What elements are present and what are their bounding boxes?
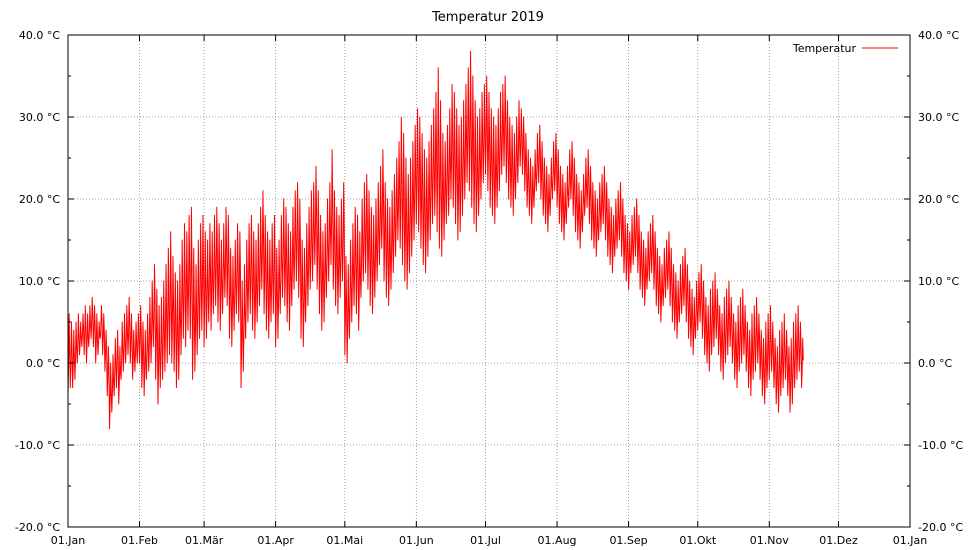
x-tick-label: 01.Jan (893, 534, 927, 547)
x-tick-label: 01.Apr (257, 534, 294, 547)
legend-label: Temperatur (792, 42, 857, 55)
x-tick-label: 01.Mai (326, 534, 363, 547)
chart-title: Temperatur 2019 (431, 10, 544, 25)
y-tick-label-left: 0.0 °C (26, 357, 60, 370)
x-tick-label: 01.Feb (121, 534, 158, 547)
y-tick-label-left: 40.0 °C (19, 29, 60, 42)
y-tick-label-left: -10.0 °C (15, 439, 60, 452)
x-tick-label: 01.Jan (51, 534, 85, 547)
y-tick-label-left: 10.0 °C (19, 275, 60, 288)
y-tick-label-left: 20.0 °C (19, 193, 60, 206)
y-tick-label-left: 30.0 °C (19, 111, 60, 124)
series-line-temperatur (67, 50, 804, 430)
x-tick-label: 01.Sep (609, 534, 647, 547)
y-tick-label-left: -20.0 °C (15, 521, 60, 534)
x-tick-label: 01.Dez (819, 534, 858, 547)
axis-ticks (67, 34, 911, 528)
legend: Temperatur (792, 42, 898, 55)
y-tick-label-right: 30.0 °C (918, 111, 959, 124)
x-tick-label: 01.Okt (679, 534, 717, 547)
y-tick-label-right: 20.0 °C (918, 193, 959, 206)
y-tick-label-right: 40.0 °C (918, 29, 959, 42)
axis-labels: -20.0 °C -20.0 °C -10.0 °C -10.0 °C 0.0 °C 0.… (15, 29, 964, 547)
y-tick-label-right: -10.0 °C (918, 439, 963, 452)
x-tick-label: 01.Jun (399, 534, 434, 547)
x-tick-label: 01.Aug (538, 534, 577, 547)
y-tick-label-right: -20.0 °C (918, 521, 963, 534)
plot-area (67, 50, 804, 430)
x-tick-label: 01.Mär (185, 534, 224, 547)
y-tick-label-right: 0.0 °C (918, 357, 952, 370)
y-tick-label-right: 10.0 °C (918, 275, 959, 288)
x-tick-label: 01.Jul (470, 534, 501, 547)
x-tick-label: 01.Nov (750, 534, 789, 547)
